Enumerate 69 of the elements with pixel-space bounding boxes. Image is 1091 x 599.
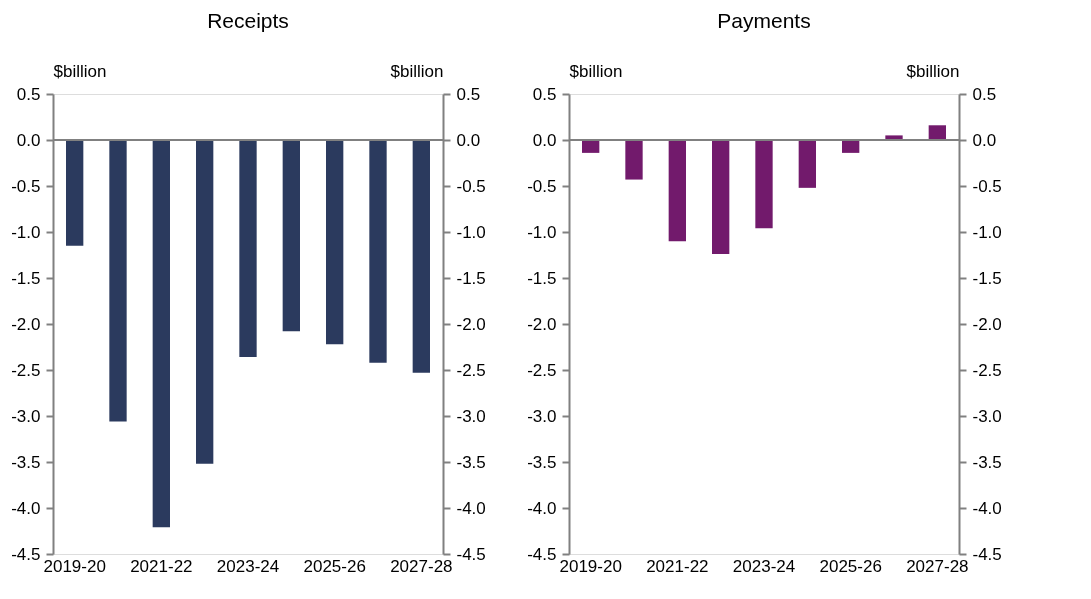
x-tick-label: 2023-24 bbox=[732, 556, 796, 576]
bar bbox=[842, 140, 860, 153]
x-tick-label: 2025-26 bbox=[303, 556, 366, 576]
y2-tick-label: -2.0 bbox=[456, 314, 486, 334]
y-axis-title: $billion bbox=[53, 61, 107, 81]
y-tick-label: -4.0 bbox=[527, 498, 557, 518]
y-tick-label: -2.5 bbox=[11, 360, 41, 380]
y2-axis-title: $billion bbox=[906, 61, 960, 81]
y-tick-label: 0.5 bbox=[16, 84, 41, 104]
y2-tick-label: -1.0 bbox=[972, 222, 1002, 242]
bar bbox=[798, 140, 816, 188]
y2-tick-label: -4.5 bbox=[972, 544, 1002, 564]
y-tick-label: -4.5 bbox=[11, 544, 41, 564]
y-tick-label: -0.5 bbox=[11, 176, 41, 196]
chart-title: Payments bbox=[717, 9, 811, 32]
y2-tick-label: -3.0 bbox=[456, 406, 486, 426]
bar bbox=[885, 135, 903, 140]
y2-tick-label: -4.0 bbox=[456, 498, 486, 518]
y-tick-label: -3.5 bbox=[527, 452, 557, 472]
y-tick-label: -3.0 bbox=[527, 406, 557, 426]
y2-tick-label: -1.0 bbox=[456, 222, 486, 242]
y2-tick-label: -1.5 bbox=[456, 268, 486, 288]
x-tick-label: 2023-24 bbox=[216, 556, 280, 576]
x-tick-label: 2027-28 bbox=[390, 556, 453, 576]
bar bbox=[625, 140, 643, 180]
bar bbox=[582, 140, 600, 153]
y-tick-label: -1.0 bbox=[527, 222, 557, 242]
y-tick-label: -3.5 bbox=[11, 452, 41, 472]
y-tick-label: -1.0 bbox=[11, 222, 41, 242]
y-axis-title: $billion bbox=[569, 61, 623, 81]
y2-tick-label: -3.0 bbox=[972, 406, 1002, 426]
y2-tick-label: 0.0 bbox=[972, 130, 997, 150]
y-tick-label: -4.5 bbox=[527, 544, 557, 564]
y-tick-label: -1.5 bbox=[527, 268, 557, 288]
x-tick-label: 2021-22 bbox=[646, 556, 709, 576]
x-tick-label: 2019-20 bbox=[559, 556, 622, 576]
y-tick-label: -4.0 bbox=[11, 498, 41, 518]
y-tick-label: -1.5 bbox=[11, 268, 41, 288]
y-tick-label: -2.0 bbox=[527, 314, 557, 334]
bar bbox=[712, 140, 730, 255]
bar bbox=[755, 140, 773, 229]
y2-tick-label: -1.5 bbox=[972, 268, 1002, 288]
x-tick-label: 2027-28 bbox=[906, 556, 969, 576]
y-tick-label: 0.5 bbox=[532, 84, 557, 104]
chart-title: Receipts bbox=[207, 9, 289, 32]
y2-tick-label: 0.5 bbox=[456, 84, 481, 104]
y2-tick-label: -0.5 bbox=[456, 176, 486, 196]
y2-tick-label: 0.0 bbox=[456, 130, 481, 150]
y2-tick-label: -4.0 bbox=[972, 498, 1002, 518]
y2-tick-label: 0.5 bbox=[972, 84, 997, 104]
y2-tick-label: -0.5 bbox=[972, 176, 1002, 196]
y2-axis-title: $billion bbox=[390, 61, 444, 81]
y-tick-label: -2.0 bbox=[11, 314, 41, 334]
y2-tick-label: -2.5 bbox=[456, 360, 486, 380]
y2-tick-label: -2.5 bbox=[972, 360, 1002, 380]
y-tick-label: -2.5 bbox=[527, 360, 557, 380]
bar bbox=[928, 125, 946, 140]
x-tick-label: 2025-26 bbox=[819, 556, 882, 576]
y-tick-label: -0.5 bbox=[527, 176, 557, 196]
y2-tick-label: -2.0 bbox=[972, 314, 1002, 334]
y-tick-label: 0.0 bbox=[16, 130, 41, 150]
y2-tick-label: -3.5 bbox=[456, 452, 486, 472]
bar bbox=[668, 140, 686, 242]
y2-tick-label: -3.5 bbox=[972, 452, 1002, 472]
y-tick-label: 0.0 bbox=[532, 130, 557, 150]
x-tick-label: 2019-20 bbox=[43, 556, 106, 576]
y-tick-label: -3.0 bbox=[11, 406, 41, 426]
x-tick-label: 2021-22 bbox=[130, 556, 193, 576]
y2-tick-label: -4.5 bbox=[456, 544, 486, 564]
